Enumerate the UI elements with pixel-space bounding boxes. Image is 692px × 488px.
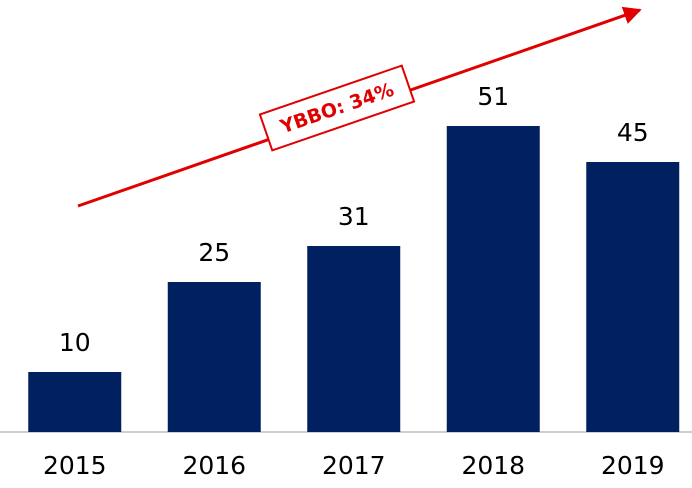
bar [28,372,122,432]
data-label: 31 [338,202,370,231]
bar [586,162,680,432]
annotation-frame [258,64,416,152]
data-label: 25 [198,238,230,267]
x-tick-label: 2019 [601,451,665,480]
data-label: 51 [477,82,509,111]
bar [446,126,540,432]
x-tick-label: 2015 [43,451,107,480]
x-tick-label: 2018 [461,451,525,480]
data-label: 10 [59,328,91,357]
bar [307,246,401,432]
x-tick-label: 2017 [322,451,386,480]
annotation-box: YBBO: 34% [258,64,416,152]
data-label: 45 [617,118,649,147]
bar [167,282,261,432]
x-tick-label: 2016 [182,451,246,480]
